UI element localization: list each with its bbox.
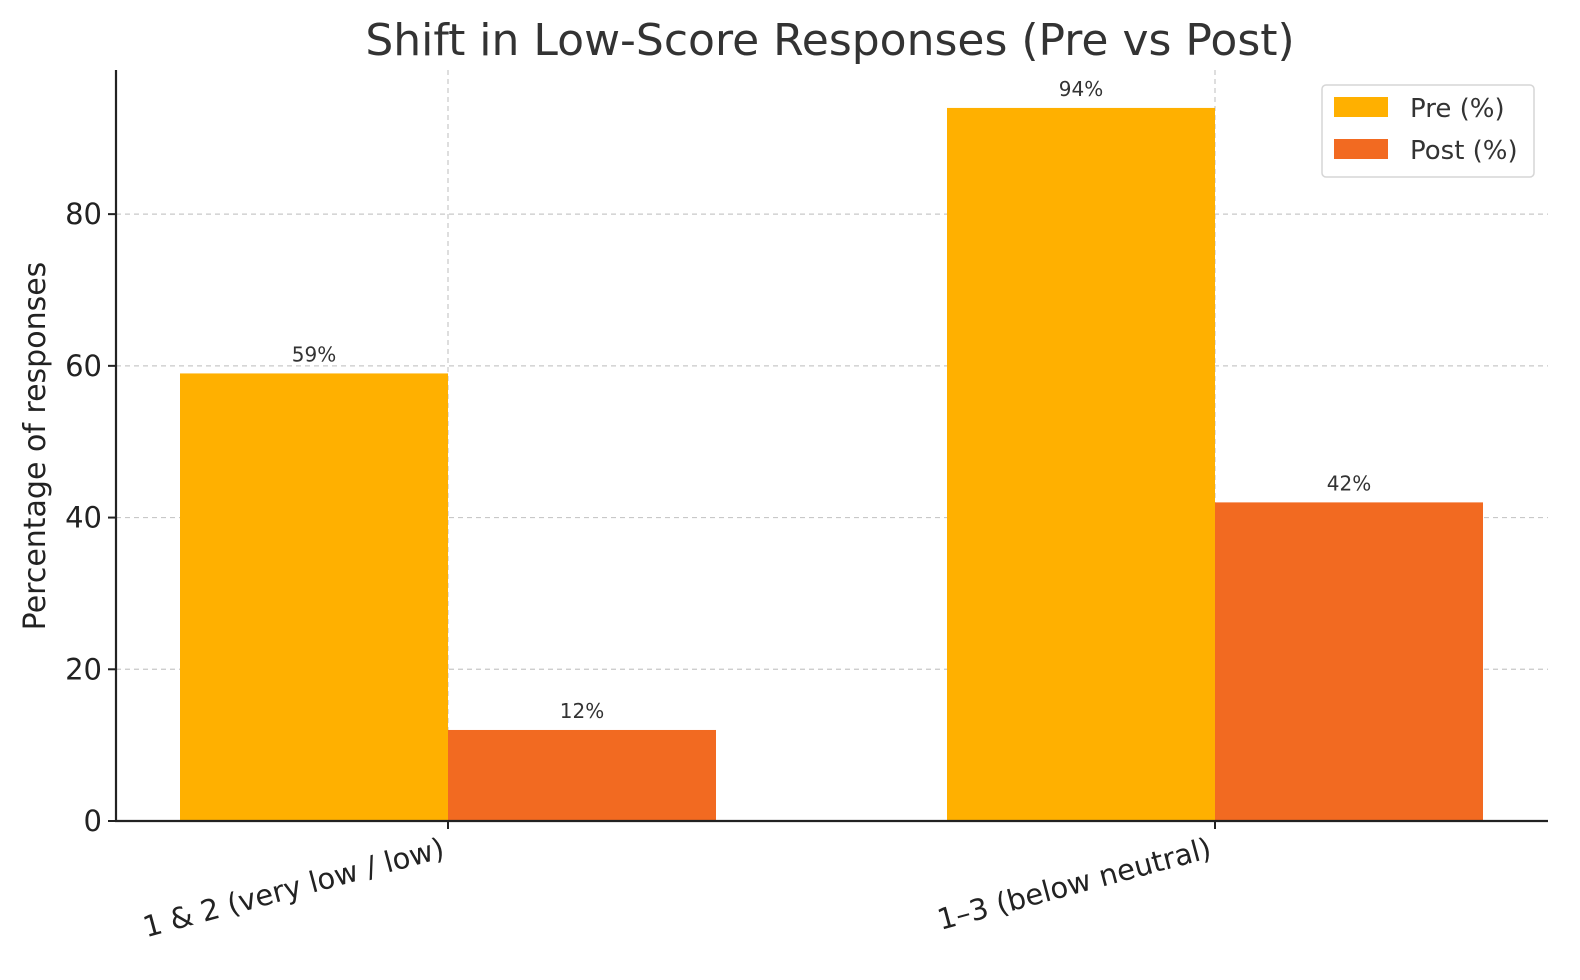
bar-post bbox=[1215, 502, 1483, 821]
bar-post bbox=[448, 729, 716, 821]
data-labels: 59% 94% 12% 42% bbox=[292, 77, 1371, 723]
y-tick-label: 20 bbox=[65, 652, 102, 686]
x-category-label: 1–3 (below neutral) bbox=[934, 831, 1215, 937]
bars bbox=[180, 107, 1483, 821]
legend-swatch bbox=[1334, 139, 1388, 159]
y-tick-label: 60 bbox=[65, 349, 102, 383]
y-tick-label: 0 bbox=[84, 804, 102, 838]
legend-swatch bbox=[1334, 97, 1388, 117]
bar-pre bbox=[180, 373, 448, 821]
legend: Pre (%) Post (%) bbox=[1321, 84, 1535, 178]
data-label: 42% bbox=[1327, 471, 1371, 495]
chart-title: Shift in Low-Score Responses (Pre vs Pos… bbox=[365, 15, 1294, 66]
y-tick-label: 80 bbox=[65, 197, 102, 231]
bar-pre bbox=[947, 107, 1215, 821]
legend-label: Pre (%) bbox=[1410, 94, 1505, 124]
legend-label: Post (%) bbox=[1410, 136, 1518, 166]
data-label: 94% bbox=[1059, 77, 1103, 101]
data-label: 12% bbox=[560, 699, 604, 723]
x-category-label: 1 & 2 (very low / low) bbox=[139, 831, 448, 944]
y-axis-label: Percentage of responses bbox=[18, 262, 53, 631]
y-tick-label: 40 bbox=[65, 501, 102, 535]
data-label: 59% bbox=[292, 342, 336, 366]
